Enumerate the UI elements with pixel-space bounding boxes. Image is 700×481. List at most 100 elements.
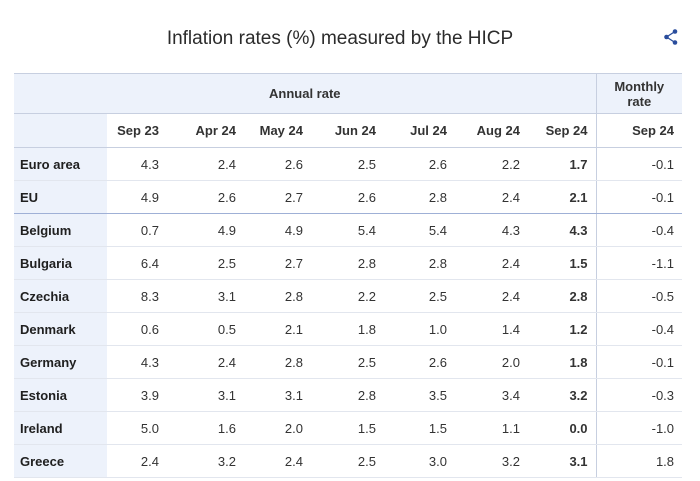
annual-rate-cell: 2.8	[528, 279, 597, 313]
annual-rate-cell: 2.8	[244, 279, 311, 313]
annual-rate-cell: 5.4	[311, 213, 384, 247]
annual-rate-cell: 4.9	[244, 213, 311, 247]
annual-rate-cell: 3.5	[384, 378, 455, 412]
annual-rate-cell: 0.7	[107, 213, 167, 247]
monthly-rate-header: Monthly rate	[596, 73, 683, 114]
table-row: EU 4.9 2.6 2.7 2.6 2.8 2.4 2.1 -0.1	[14, 180, 683, 214]
annual-rate-cell: 2.4	[167, 147, 244, 181]
country-header-cell	[14, 113, 107, 148]
annual-rate-cell: 2.4	[455, 279, 528, 313]
annual-rate-cell: 2.4	[455, 180, 528, 214]
annual-rate-cell: 2.5	[384, 279, 455, 313]
annual-rate-cell: 3.2	[455, 444, 528, 478]
country-cell: Estonia	[14, 378, 107, 412]
country-cell: Denmark	[14, 312, 107, 346]
annual-rate-cell: 2.6	[384, 345, 455, 379]
month-header: Jun 24	[311, 113, 384, 148]
annual-rate-cell: 2.8	[384, 180, 455, 214]
table-row: Estonia 3.9 3.1 3.1 2.8 3.5 3.4 3.2 -0.3	[14, 378, 683, 412]
annual-rate-cell: 2.4	[167, 345, 244, 379]
annual-rate-cell: 2.2	[455, 147, 528, 181]
annual-rate-cell: 2.4	[244, 444, 311, 478]
annual-rate-cell: 3.1	[244, 378, 311, 412]
page-title: Inflation rates (%) measured by the HICP	[166, 28, 514, 49]
annual-rate-cell: 3.2	[167, 444, 244, 478]
annual-rate-cell: 2.8	[244, 345, 311, 379]
annual-rate-cell: 2.4	[107, 444, 167, 478]
monthly-rate-cell: -0.4	[596, 213, 683, 247]
annual-rate-cell: 2.2	[311, 279, 384, 313]
annual-rate-cell: 3.2	[528, 378, 597, 412]
table-row: Greece 2.4 3.2 2.4 2.5 3.0 3.2 3.1 1.8	[14, 444, 683, 478]
month-header: Sep 24	[528, 113, 597, 148]
annual-rate-cell: 2.5	[311, 444, 384, 478]
annual-rate-cell: 2.8	[384, 246, 455, 280]
annual-rate-cell: 3.4	[455, 378, 528, 412]
annual-rate-cell: 2.1	[528, 180, 597, 214]
table-row: Czechia 8.3 3.1 2.8 2.2 2.5 2.4 2.8 -0.5	[14, 279, 683, 313]
annual-rate-cell: 2.7	[244, 180, 311, 214]
month-header: Sep 24	[596, 113, 683, 148]
month-header-row: Sep 23 Apr 24 May 24 Jun 24 Jul 24 Aug 2…	[14, 113, 683, 148]
table-row: Euro area 4.3 2.4 2.6 2.5 2.6 2.2 1.7 -0.1	[14, 147, 683, 181]
annual-rate-cell: 1.4	[455, 312, 528, 346]
annual-rate-cell: 1.6	[167, 411, 244, 445]
table-body: Euro area 4.3 2.4 2.6 2.5 2.6 2.2 1.7 -0.1 EU 4.9 2…	[14, 147, 683, 478]
country-cell: Germany	[14, 345, 107, 379]
country-cell: EU	[14, 180, 107, 214]
annual-rate-cell: 4.9	[167, 213, 244, 247]
month-header: Jul 24	[384, 113, 455, 148]
country-cell: Bulgaria	[14, 246, 107, 280]
annual-rate-cell: 1.5	[311, 411, 384, 445]
annual-rate-cell: 3.1	[167, 378, 244, 412]
annual-rate-header: Annual rate	[14, 73, 597, 114]
annual-rate-cell: 8.3	[107, 279, 167, 313]
country-cell: Greece	[14, 444, 107, 478]
annual-rate-cell: 2.0	[455, 345, 528, 379]
annual-rate-cell: 1.2	[528, 312, 597, 346]
annual-rate-cell: 4.3	[107, 147, 167, 181]
country-cell: Euro area	[14, 147, 107, 181]
annual-rate-cell: 2.6	[384, 147, 455, 181]
annual-rate-cell: 5.0	[107, 411, 167, 445]
annual-rate-cell: 3.1	[167, 279, 244, 313]
annual-rate-cell: 2.6	[311, 180, 384, 214]
monthly-rate-cell: -1.0	[596, 411, 683, 445]
annual-rate-cell: 1.8	[311, 312, 384, 346]
annual-rate-cell: 2.7	[244, 246, 311, 280]
annual-rate-cell: 2.5	[311, 345, 384, 379]
monthly-rate-cell: -1.1	[596, 246, 683, 280]
annual-rate-cell: 2.8	[311, 378, 384, 412]
annual-rate-cell: 2.4	[455, 246, 528, 280]
annual-rate-cell: 3.0	[384, 444, 455, 478]
annual-rate-cell: 1.0	[384, 312, 455, 346]
annual-rate-cell: 4.3	[455, 213, 528, 247]
monthly-rate-cell: -0.1	[596, 345, 683, 379]
country-cell: Czechia	[14, 279, 107, 313]
month-header: Aug 24	[455, 113, 528, 148]
table-row: Ireland 5.0 1.6 2.0 1.5 1.5 1.1 0.0 -1.0	[14, 411, 683, 445]
annual-rate-cell: 0.6	[107, 312, 167, 346]
country-cell: Belgium	[14, 213, 107, 247]
annual-rate-cell: 1.1	[455, 411, 528, 445]
annual-rate-cell: 2.6	[167, 180, 244, 214]
annual-rate-cell: 1.8	[528, 345, 597, 379]
annual-rate-cell: 2.1	[244, 312, 311, 346]
annual-rate-cell: 1.5	[384, 411, 455, 445]
annual-rate-cell: 3.9	[107, 378, 167, 412]
monthly-rate-cell: -0.1	[596, 147, 683, 181]
annual-rate-cell: 1.5	[528, 246, 597, 280]
table-row: Denmark 0.6 0.5 2.1 1.8 1.0 1.4 1.2 -0.4	[14, 312, 683, 346]
annual-rate-cell: 3.1	[528, 444, 597, 478]
annual-rate-cell: 4.3	[528, 213, 597, 247]
monthly-rate-cell: 1.8	[596, 444, 683, 478]
share-icon[interactable]	[662, 28, 680, 46]
table-row: Belgium 0.7 4.9 4.9 5.4 5.4 4.3 4.3 -0.4	[14, 213, 683, 247]
monthly-rate-cell: -0.4	[596, 312, 683, 346]
column-group-header: Annual rate Monthly rate	[14, 73, 683, 114]
country-cell: Ireland	[14, 411, 107, 445]
annual-rate-cell: 0.0	[528, 411, 597, 445]
annual-rate-cell: 0.5	[167, 312, 244, 346]
annual-rate-cell: 4.9	[107, 180, 167, 214]
table-row: Bulgaria 6.4 2.5 2.7 2.8 2.8 2.4 1.5 -1.1	[14, 246, 683, 280]
